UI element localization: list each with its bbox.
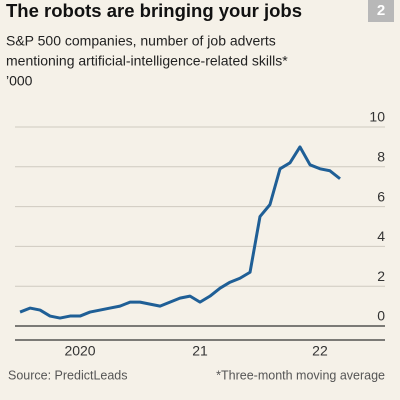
x-tick-label: 2020	[64, 343, 95, 359]
badge: 2	[377, 2, 385, 19]
x-tick-label: 22	[312, 343, 328, 359]
data-line	[19, 145, 341, 320]
y-tick-label: 10	[369, 109, 385, 125]
note: *Three-month moving average	[216, 368, 385, 382]
y-tick-label: 8	[377, 149, 385, 165]
badge-box	[368, 0, 394, 22]
x-tick-label: 21	[192, 343, 208, 359]
source: Source: PredictLeads	[8, 368, 128, 382]
y-tick-label: 0	[377, 308, 385, 324]
y-tick-label: 6	[377, 188, 385, 204]
chart-title: The robots are bringing your jobs	[6, 0, 302, 21]
subtitle: mentioning artificial-intelligence-relat…	[6, 53, 288, 69]
subtitle: S&P 500 companies, number of job adverts	[6, 33, 276, 49]
y-tick-label: 2	[377, 268, 385, 284]
unit: ’000	[6, 73, 33, 89]
y-tick-label: 4	[377, 228, 385, 244]
